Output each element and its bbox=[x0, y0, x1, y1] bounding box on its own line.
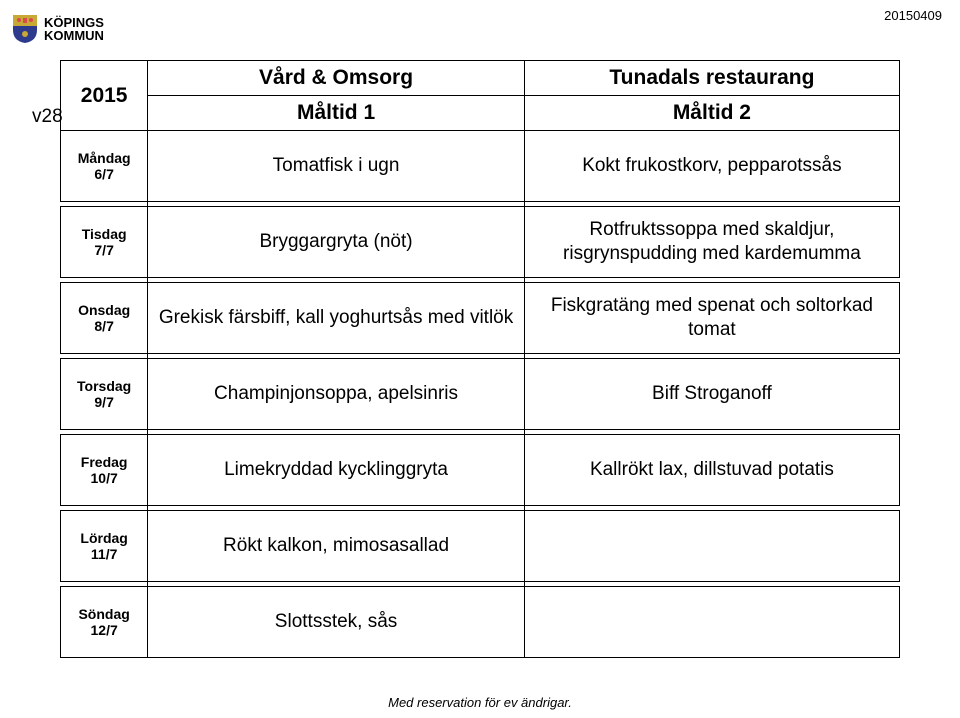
header-row-2: Måltid 1 Måltid 2 bbox=[61, 96, 900, 131]
day-name: Onsdag bbox=[63, 302, 145, 318]
header-row-1: 2015 Vård & Omsorg Tunadals restaurang bbox=[61, 61, 900, 96]
meal1-cell: Champinjonsoppa, apelsinris bbox=[148, 359, 525, 430]
shield-icon bbox=[12, 14, 38, 44]
table-row: Måndag 6/7 Tomatfisk i ugn Kokt frukostk… bbox=[61, 131, 900, 202]
meal1-cell: Bryggargryta (nöt) bbox=[148, 207, 525, 278]
table-row: Onsdag 8/7 Grekisk färsbiff, kall yoghur… bbox=[61, 283, 900, 354]
meal1-cell: Tomatfisk i ugn bbox=[148, 131, 525, 202]
meal2-cell: Rotfruktssoppa med skaldjur, risgrynspud… bbox=[524, 207, 899, 278]
day-cell: Söndag 12/7 bbox=[61, 587, 148, 658]
day-name: Måndag bbox=[63, 150, 145, 166]
table-row: Torsdag 9/7 Champinjonsoppa, apelsinris … bbox=[61, 359, 900, 430]
day-cell: Fredag 10/7 bbox=[61, 435, 148, 506]
day-cell: Måndag 6/7 bbox=[61, 131, 148, 202]
day-date: 12/7 bbox=[63, 622, 145, 638]
org-line2: KOMMUN bbox=[44, 29, 104, 42]
document-date: 20150409 bbox=[884, 8, 942, 23]
day-date: 6/7 bbox=[63, 166, 145, 182]
day-date: 7/7 bbox=[63, 242, 145, 258]
table-row: Lördag 11/7 Rökt kalkon, mimosasallad bbox=[61, 511, 900, 582]
day-name: Söndag bbox=[63, 606, 145, 622]
col1-header-bot: Måltid 1 bbox=[148, 96, 525, 131]
meal2-cell: Kokt frukostkorv, pepparotssås bbox=[524, 131, 899, 202]
day-name: Tisdag bbox=[63, 226, 145, 242]
day-name: Torsdag bbox=[63, 378, 145, 394]
meal1-cell: Limekryddad kycklinggryta bbox=[148, 435, 525, 506]
week-label: v28 bbox=[32, 106, 63, 128]
table-row: Fredag 10/7 Limekryddad kycklinggryta Ka… bbox=[61, 435, 900, 506]
menu-table: 2015 Vård & Omsorg Tunadals restaurang M… bbox=[60, 60, 900, 658]
col1-header-top: Vård & Omsorg bbox=[148, 61, 525, 96]
menu-table-wrap: 2015 Vård & Omsorg Tunadals restaurang M… bbox=[40, 20, 920, 658]
day-cell: Torsdag 9/7 bbox=[61, 359, 148, 430]
day-date: 9/7 bbox=[63, 394, 145, 410]
table-row: Tisdag 7/7 Bryggargryta (nöt) Rotfruktss… bbox=[61, 207, 900, 278]
meal2-cell bbox=[524, 511, 899, 582]
meal1-cell: Grekisk färsbiff, kall yoghurtsås med vi… bbox=[148, 283, 525, 354]
col2-header-bot: Måltid 2 bbox=[524, 96, 899, 131]
footer-note: Med reservation för ev ändrigar. bbox=[0, 695, 960, 710]
day-cell: Lördag 11/7 bbox=[61, 511, 148, 582]
org-logo: KÖPINGS KOMMUN bbox=[12, 14, 104, 44]
org-name: KÖPINGS KOMMUN bbox=[44, 16, 104, 42]
day-cell: Onsdag 8/7 bbox=[61, 283, 148, 354]
meal1-cell: Slottsstek, sås bbox=[148, 587, 525, 658]
meal2-cell: Biff Stroganoff bbox=[524, 359, 899, 430]
col2-header-top: Tunadals restaurang bbox=[524, 61, 899, 96]
meal2-cell: Kallrökt lax, dillstuvad potatis bbox=[524, 435, 899, 506]
table-row: Söndag 12/7 Slottsstek, sås bbox=[61, 587, 900, 658]
day-cell: Tisdag 7/7 bbox=[61, 207, 148, 278]
meal2-cell: Fiskgratäng med spenat och soltorkad tom… bbox=[524, 283, 899, 354]
day-name: Lördag bbox=[63, 530, 145, 546]
year-cell: 2015 bbox=[61, 61, 148, 131]
day-name: Fredag bbox=[63, 454, 145, 470]
page: KÖPINGS KOMMUN 20150409 v28 2015 Vård & … bbox=[0, 0, 960, 718]
day-date: 8/7 bbox=[63, 318, 145, 334]
day-date: 11/7 bbox=[63, 546, 145, 562]
meal1-cell: Rökt kalkon, mimosasallad bbox=[148, 511, 525, 582]
meal2-cell bbox=[524, 587, 899, 658]
day-date: 10/7 bbox=[63, 470, 145, 486]
